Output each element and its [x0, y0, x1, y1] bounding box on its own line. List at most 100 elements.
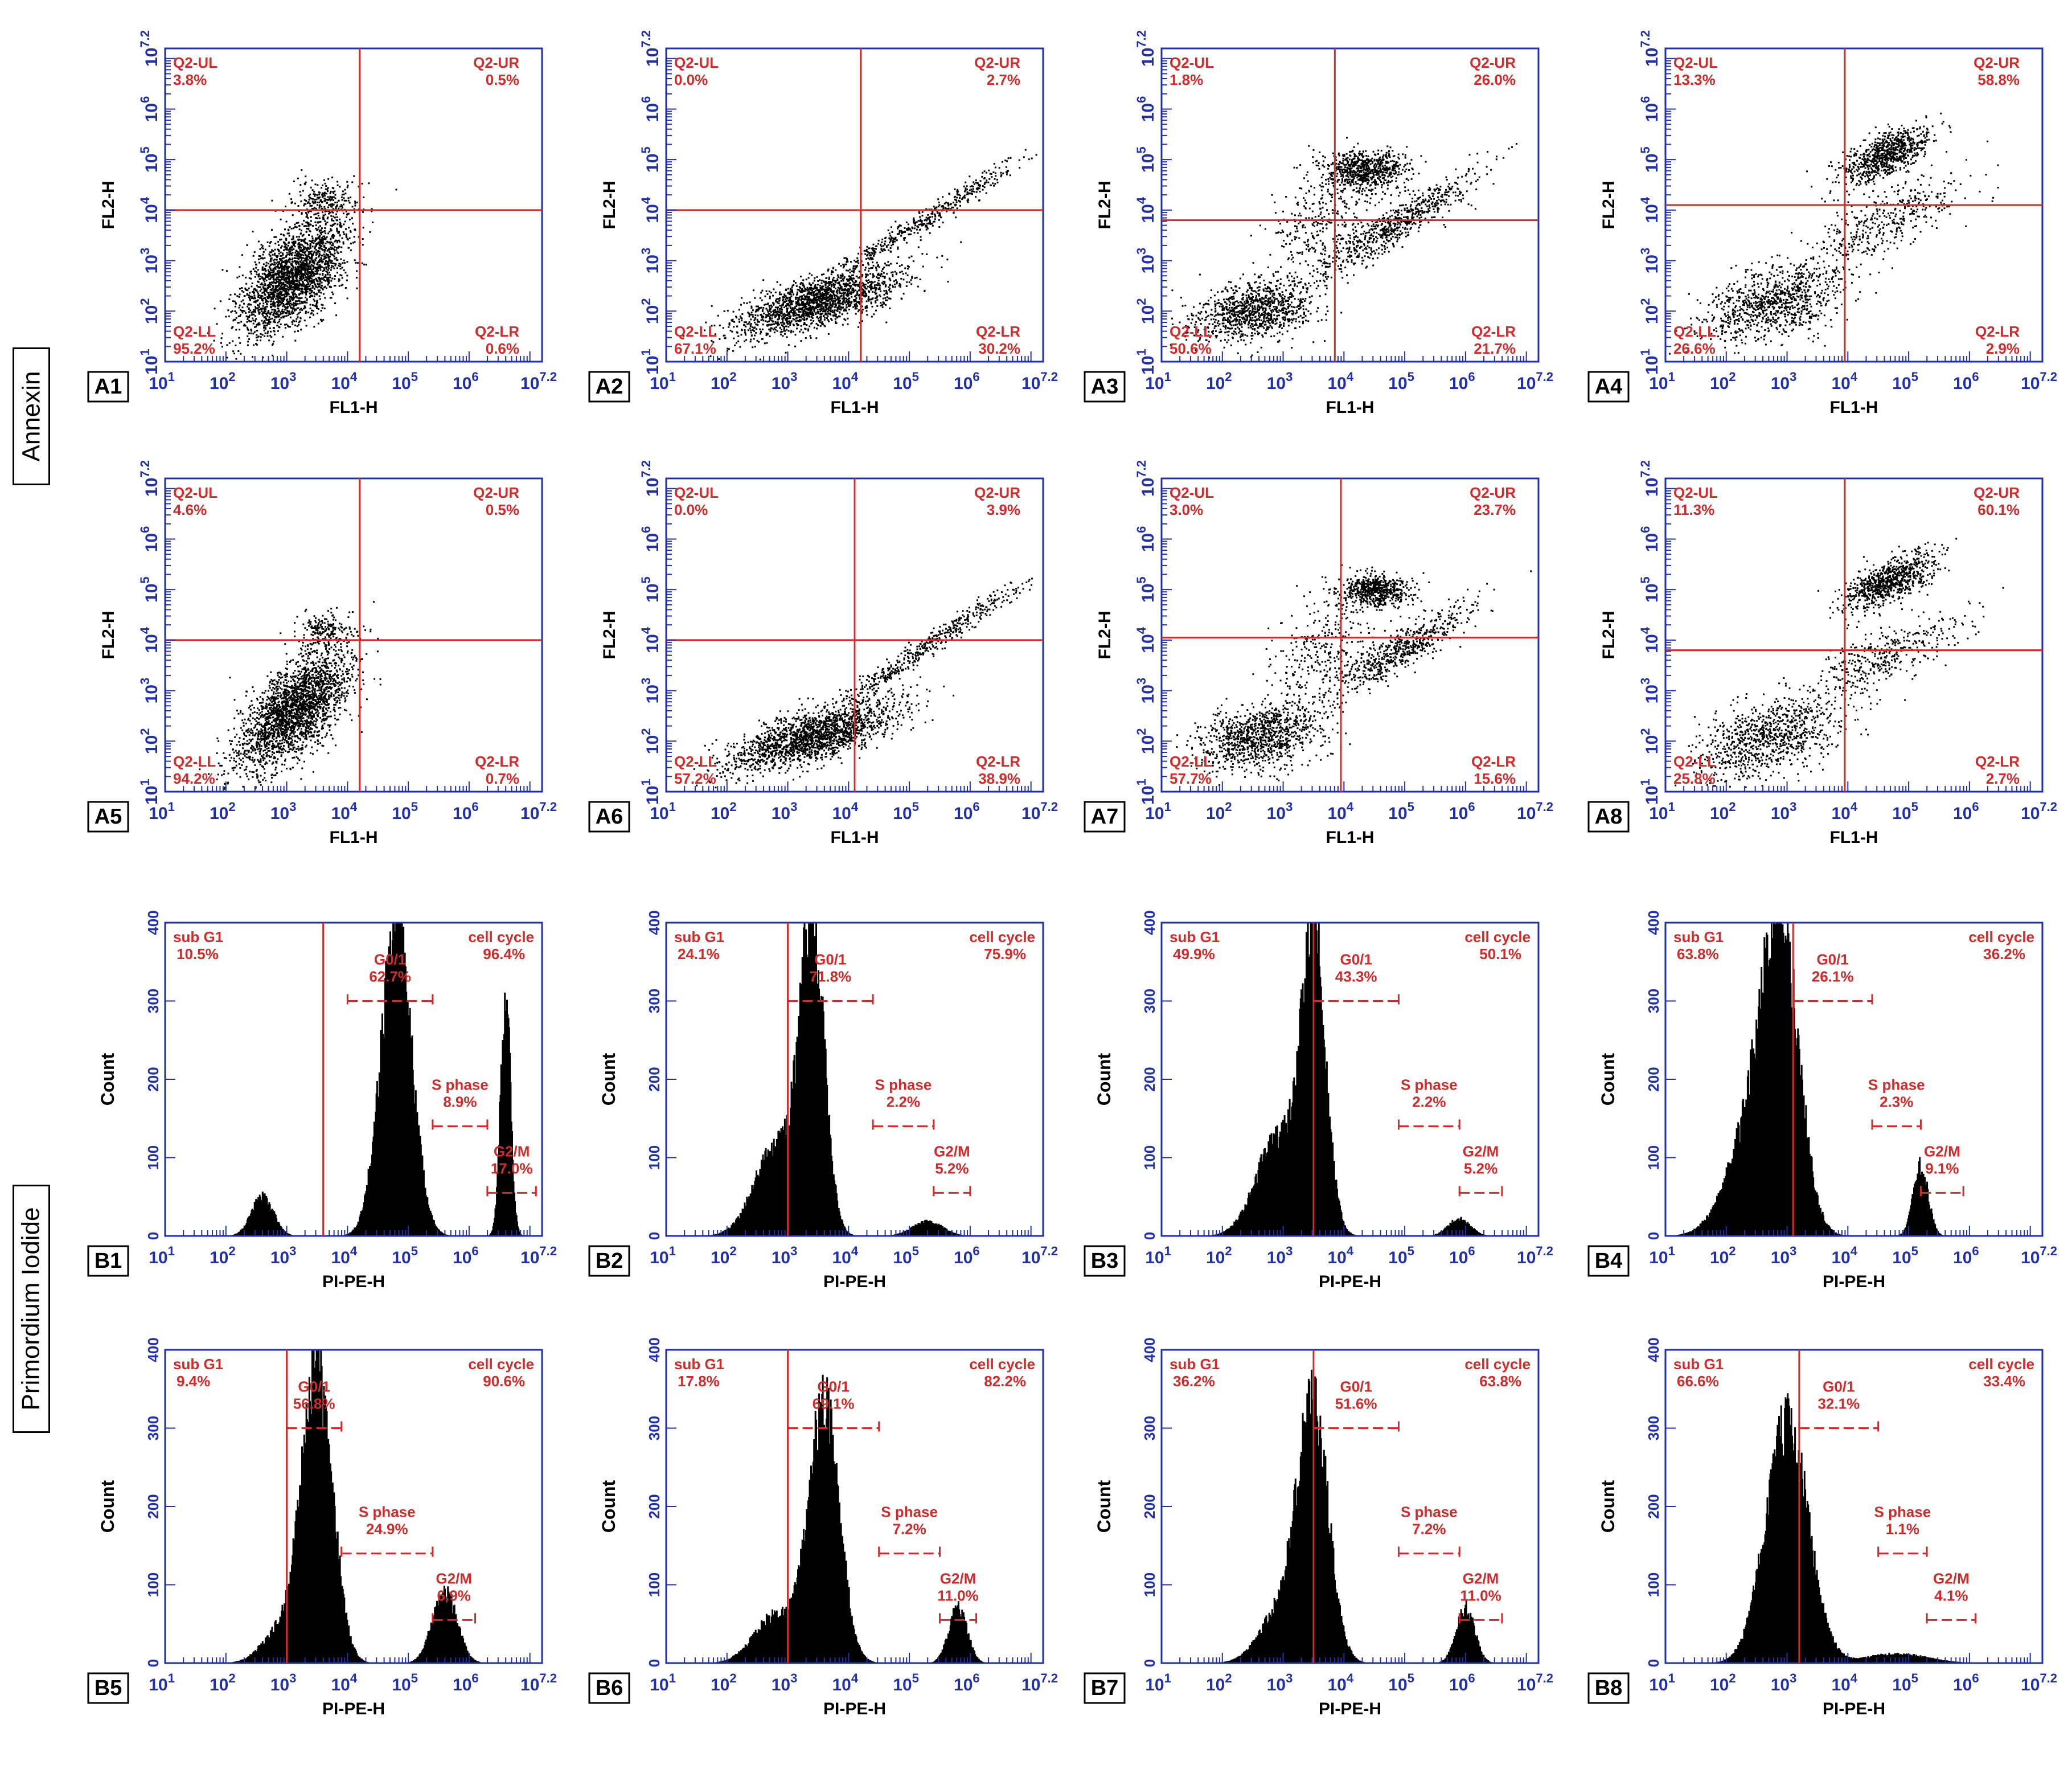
pi-B7-id: B7	[1091, 1676, 1119, 1700]
pi-B7-ytick-label: 200	[1141, 1494, 1158, 1518]
pi-B3-cycle-value: 50.1%	[1479, 945, 1521, 963]
annexin-A1-xtick-label: 106	[453, 370, 479, 393]
pi-B3-s-gate	[1397, 1119, 1460, 1133]
annexin-A5-xtick-label: 104	[331, 800, 358, 823]
pi-B1-xtick-label: 104	[331, 1244, 358, 1267]
pi-B1-xtick-label: 103	[270, 1244, 297, 1267]
annexin-A8-ytick-label: 105	[1638, 576, 1661, 603]
pi-B4-ytick-label: 300	[1645, 989, 1662, 1013]
annexin-A8-xtick-label: 103	[1771, 800, 1797, 823]
annexin-A4-dots	[1669, 112, 1999, 355]
annexin-A5-ur-name: Q2-UR	[473, 484, 519, 501]
annexin-A6-lr-value: 38.9%	[978, 770, 1020, 787]
pi-B7-g2m-value: 11.0%	[1460, 1587, 1501, 1604]
pi-B6-xtick-label: 105	[893, 1671, 919, 1694]
annexin-A7-ll-name: Q2-LL	[1170, 753, 1212, 770]
annexin-A2-xlabel: FL1-H	[831, 398, 879, 417]
annexin-A5-ytick-label: 101	[138, 779, 161, 805]
annexin-A1-xtick-label: 102	[210, 370, 236, 393]
annexin-A4-ytick-label: 101	[1638, 349, 1661, 375]
pi-B4-xtick-label: 103	[1771, 1244, 1797, 1267]
pi-B2-xtick-label: 101	[650, 1244, 676, 1267]
pi-B7-xtick-label: 107.2	[1517, 1671, 1553, 1694]
annexin-A7-ur-value: 23.7%	[1474, 501, 1516, 518]
pi-B1-ytick-label: 200	[145, 1067, 162, 1091]
annexin-A5-lr-value: 0.7%	[486, 770, 519, 787]
pi-B8-cycle-name: cell cycle	[1968, 1356, 2034, 1373]
annexin-A3-xtick-label: 103	[1267, 370, 1293, 393]
annexin-A7-ul-value: 3.0%	[1170, 501, 1203, 518]
pi-B4-subg1-value: 63.8%	[1677, 945, 1719, 963]
pi-B2-s-gate	[872, 1119, 935, 1133]
pi-B4-ytick-label: 200	[1645, 1067, 1662, 1091]
annexin-A8-ytick-label: 106	[1638, 526, 1661, 552]
pi-B8-xtick-label: 103	[1771, 1671, 1797, 1694]
pi-B4-xtick-label: 104	[1832, 1244, 1858, 1267]
pi-panel-B7: 101 102 103 104 105 106 107.2 0 100 200 300 400 sub …	[1084, 1337, 1553, 1718]
annexin-A7-xtick-label: 102	[1206, 800, 1232, 823]
pi-B3-ytick-label: 200	[1141, 1067, 1158, 1091]
pi-B3-xtick-label: 102	[1206, 1244, 1232, 1267]
pi-B1-g01-value: 62.7%	[369, 968, 411, 985]
annexin-A7-ytick-label: 106	[1134, 526, 1158, 552]
pi-B6-ylabel: Count	[598, 1480, 619, 1533]
pi-B8-subg1-name: sub G1	[1673, 1356, 1724, 1373]
annexin-A4-xtick-label: 104	[1832, 370, 1858, 393]
annexin-A6-lr-name: Q2-LR	[976, 753, 1020, 770]
pi-B4-cycle-value: 36.2%	[1983, 945, 2025, 963]
pi-B1-id: B1	[95, 1249, 122, 1273]
pi-B1-s-name: S phase	[432, 1076, 489, 1094]
pi-B7-subg1-name: sub G1	[1170, 1356, 1220, 1373]
annexin-A1-xtick-label: 105	[392, 370, 418, 393]
pi-B8-xtick-label: 101	[1649, 1671, 1675, 1694]
annexin-A6-ytick-label: 101	[639, 779, 662, 805]
pi-B8-cycle-value: 33.4%	[1983, 1373, 2025, 1390]
annexin-A7-ll-value: 57.7%	[1170, 770, 1212, 787]
pi-B5-id-box	[87, 1672, 129, 1704]
annexin-A3-lr-name: Q2-LR	[1471, 323, 1516, 340]
pi-B6-xtick-label: 107.2	[1021, 1671, 1058, 1694]
annexin-A4-ytick-label: 106	[1638, 96, 1661, 122]
pi-B5-xtick-label: 107.2	[520, 1671, 557, 1694]
pi-B5-id: B5	[95, 1676, 122, 1700]
pi-B1-xtick-label: 106	[453, 1244, 479, 1267]
annexin-A5-ul-value: 4.6%	[173, 501, 207, 518]
annexin-A7-ytick-label: 101	[1134, 779, 1158, 805]
annexin-A4-id: A4	[1595, 375, 1623, 399]
annexin-A1-ur-name: Q2-UR	[473, 54, 519, 71]
annexin-A6-ll-name: Q2-LL	[674, 753, 717, 770]
pi-B1-s-gate	[432, 1119, 489, 1133]
annexin-A1-lr-value: 0.6%	[486, 340, 519, 357]
annexin-A5-dots	[199, 601, 381, 790]
pi-B7-id-box	[1084, 1672, 1126, 1704]
pi-B3-xtick-label: 104	[1328, 1244, 1354, 1267]
pi-B7-g01-name: G0/1	[1340, 1378, 1372, 1395]
pi-B3-s-name: S phase	[1401, 1076, 1458, 1094]
pi-B6-cycle-value: 82.2%	[984, 1373, 1026, 1390]
annexin-A5-ll-value: 94.2%	[173, 770, 215, 787]
annexin-A2-ul-name: Q2-UL	[674, 54, 719, 71]
annexin-A8-ul-value: 11.3%	[1673, 501, 1714, 518]
annexin-A6-ll-value: 57.2%	[674, 770, 716, 787]
pi-B7-ytick-label: 300	[1141, 1416, 1158, 1440]
pi-B3-g2m-name: G2/M	[1463, 1143, 1499, 1160]
annexin-A6-id-box	[588, 801, 630, 833]
annexin-A5-lr-name: Q2-LR	[475, 753, 519, 770]
annexin-A2-ll-name: Q2-LL	[674, 323, 717, 340]
pi-B5-ytick-label: 400	[145, 1337, 162, 1362]
annexin-A8-xtick-label: 104	[1832, 800, 1858, 823]
pi-B3-g01-name: G0/1	[1340, 951, 1372, 968]
annexin-A2-ytick-label: 103	[639, 248, 662, 274]
pi-B1-ytick-label: 100	[145, 1145, 162, 1170]
pi-B8-g2m-name: G2/M	[1933, 1570, 1970, 1587]
annexin-A8-xtick-label: 102	[1710, 800, 1736, 823]
annexin-A1-ul-value: 3.8%	[173, 71, 207, 88]
pi-B5-subg1-name: sub G1	[173, 1356, 223, 1373]
annexin-A1-ur-value: 0.5%	[486, 71, 519, 88]
pi-B2-ytick-label: 0	[646, 1232, 663, 1240]
pi-B4-g01-gate	[1792, 994, 1873, 1008]
pi-B7-ylabel: Count	[1094, 1480, 1114, 1533]
pi-B1-ytick-label: 0	[145, 1232, 162, 1240]
annexin-A6-ytick-label: 103	[639, 678, 662, 704]
annexin-A7-xtick-label: 105	[1388, 800, 1414, 823]
